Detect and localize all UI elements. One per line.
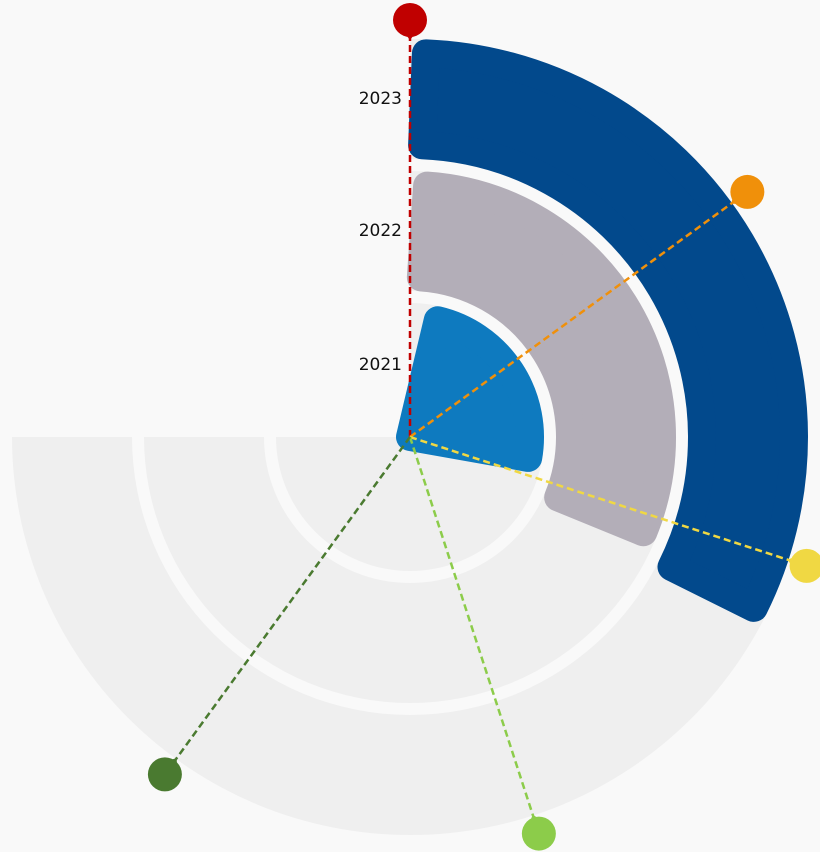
marker-line [409,200,735,439]
category-label: 2022 [359,221,402,241]
marker-line [409,435,791,562]
marker-line [173,436,412,762]
marker-pin-head [730,174,765,209]
bar [406,171,676,547]
marker-pin-head [393,3,427,37]
category-label: 2023 [359,89,402,109]
marker-pin-head [521,816,556,851]
bar [408,39,808,622]
marker-pin-head [789,548,820,583]
marker-line [408,436,535,818]
bar [396,306,544,472]
marker-pin-head [147,757,182,792]
category-label: 2021 [359,355,402,375]
